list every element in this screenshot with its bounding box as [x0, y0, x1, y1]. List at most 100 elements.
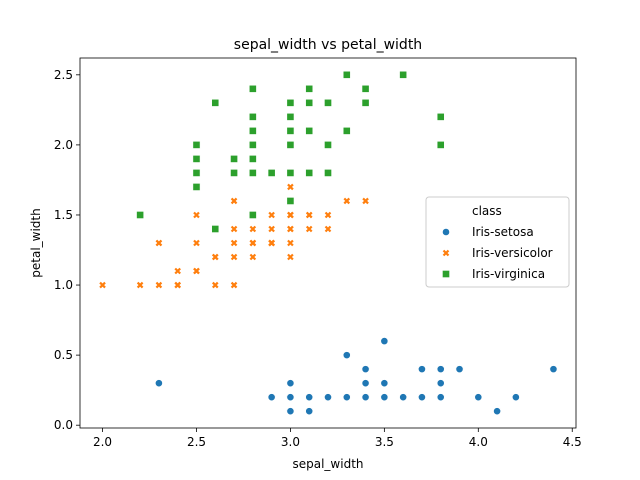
data-point	[342, 70, 351, 79]
data-point	[324, 140, 332, 149]
data-point	[230, 253, 238, 261]
data-point	[287, 183, 294, 191]
data-point	[286, 140, 295, 149]
y-tick-label: 2.0	[54, 138, 73, 152]
data-point	[193, 239, 200, 247]
data-point	[305, 84, 314, 93]
data-point	[136, 281, 144, 289]
data-point	[324, 393, 332, 402]
data-point	[249, 239, 257, 247]
data-point	[511, 393, 520, 402]
data-point	[268, 239, 275, 247]
data-point	[99, 281, 106, 289]
data-point	[399, 393, 408, 402]
legend-marker	[442, 249, 450, 257]
data-point	[192, 155, 201, 163]
data-point	[361, 98, 370, 107]
data-point	[268, 211, 275, 219]
data-point	[474, 393, 483, 402]
x-tick-label: 4.5	[563, 435, 582, 449]
data-point	[155, 379, 163, 388]
data-point	[455, 365, 464, 374]
data-point	[305, 98, 314, 107]
data-point	[362, 197, 369, 205]
y-axis: 0.0 0.5 1.0 1.5 2.0 2.5	[54, 68, 80, 432]
data-point	[493, 407, 501, 416]
data-point	[305, 393, 314, 402]
data-point	[324, 98, 332, 107]
data-point	[268, 225, 275, 233]
data-point	[136, 211, 145, 219]
data-point	[230, 239, 238, 247]
data-point	[174, 281, 181, 289]
data-point	[248, 126, 257, 135]
data-point	[305, 407, 314, 416]
data-point	[436, 365, 445, 374]
data-point	[248, 169, 257, 177]
data-point	[155, 239, 163, 247]
y-tick-label: 2.5	[54, 68, 73, 82]
data-point	[324, 169, 332, 177]
data-point	[305, 126, 314, 135]
legend-label: Iris-versicolor	[472, 246, 553, 260]
data-point	[287, 211, 294, 219]
y-tick-label: 1.0	[54, 278, 73, 292]
data-point	[286, 126, 295, 135]
data-points	[99, 70, 558, 416]
data-point	[248, 84, 257, 93]
data-point	[287, 225, 294, 233]
x-tick-label: 3.0	[281, 435, 300, 449]
data-point	[380, 379, 389, 388]
data-point	[399, 70, 408, 79]
data-point	[249, 225, 257, 233]
data-point	[248, 140, 257, 149]
legend-marker	[442, 228, 450, 236]
data-point	[193, 267, 200, 275]
y-tick-label: 0.0	[54, 418, 73, 432]
data-point	[286, 112, 295, 121]
data-point	[230, 281, 238, 289]
data-point	[305, 225, 313, 233]
data-point	[436, 379, 445, 388]
data-point	[305, 211, 313, 219]
data-point	[211, 281, 219, 289]
data-point	[380, 393, 389, 402]
data-point	[286, 98, 295, 107]
x-tick-label: 2.0	[93, 435, 112, 449]
data-point	[343, 197, 351, 205]
data-point	[286, 169, 295, 177]
data-point	[267, 169, 276, 177]
data-point	[211, 225, 220, 233]
data-point	[436, 140, 445, 149]
data-point	[436, 393, 445, 402]
legend-label: Iris-virginica	[472, 267, 545, 281]
data-point	[324, 211, 332, 219]
x-tick-label: 3.5	[375, 435, 394, 449]
data-point	[249, 253, 257, 261]
legend-box	[425, 196, 570, 288]
y-tick-label: 0.5	[54, 348, 73, 362]
data-point	[230, 225, 238, 233]
x-axis: 2.0 2.5 3.0 3.5 4.0 4.5	[93, 428, 582, 449]
data-point	[248, 211, 257, 219]
x-axis-label: sepal_width	[292, 457, 363, 471]
data-point	[230, 155, 238, 163]
data-point	[287, 253, 294, 261]
data-point	[361, 379, 370, 388]
data-point	[155, 281, 163, 289]
data-point	[211, 253, 219, 261]
data-point	[361, 84, 370, 93]
data-point	[342, 351, 351, 360]
data-point	[342, 126, 351, 135]
data-point	[211, 98, 220, 107]
legend-marker	[442, 270, 450, 278]
data-point	[380, 337, 389, 346]
data-point	[286, 379, 295, 388]
data-point	[361, 365, 370, 374]
data-point	[305, 169, 314, 177]
data-point	[342, 393, 351, 402]
data-point	[192, 169, 201, 177]
data-point	[418, 365, 426, 374]
data-point	[248, 112, 257, 121]
